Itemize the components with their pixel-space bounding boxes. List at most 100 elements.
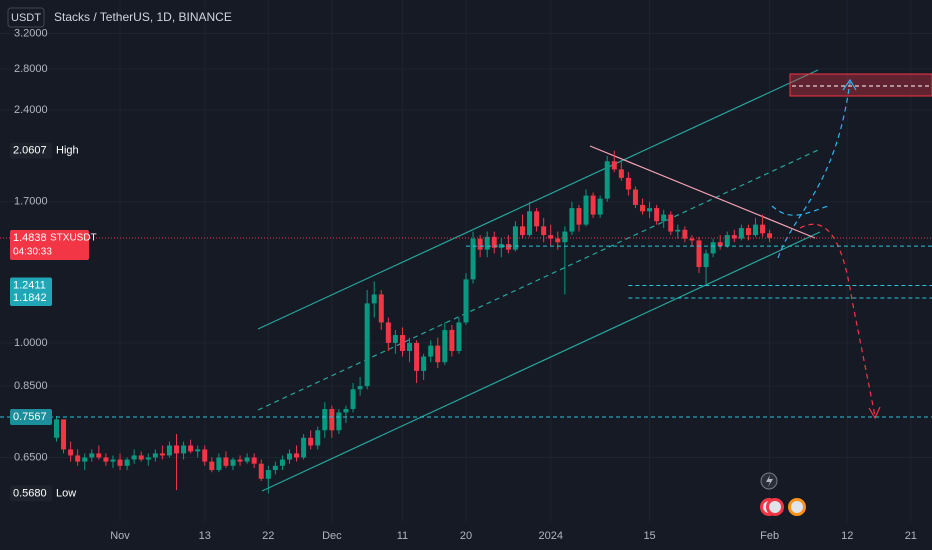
candle-body bbox=[329, 408, 335, 431]
event-icon-glyph bbox=[766, 475, 773, 487]
candle-body bbox=[272, 465, 278, 471]
candle-body bbox=[209, 461, 215, 471]
candle-body bbox=[611, 161, 617, 170]
level-label-box bbox=[10, 485, 52, 502]
y-tick-label: 1.7000 bbox=[14, 196, 48, 208]
candle-body bbox=[661, 214, 667, 222]
candle-body bbox=[117, 459, 123, 466]
x-tick-label: Feb bbox=[760, 530, 779, 542]
candle-body bbox=[279, 459, 285, 466]
candle-body bbox=[378, 294, 384, 323]
candle-body bbox=[477, 238, 483, 250]
y-tick-label: 0.8500 bbox=[14, 380, 48, 392]
candle-body bbox=[258, 463, 264, 479]
candle-body bbox=[534, 211, 540, 227]
candle-body bbox=[562, 231, 568, 243]
candles bbox=[53, 150, 773, 494]
candle-body bbox=[576, 208, 582, 225]
candle-body bbox=[371, 294, 377, 304]
candle-body bbox=[435, 345, 441, 363]
event-icon-inner bbox=[791, 501, 803, 513]
candle-body bbox=[174, 445, 180, 454]
candle-body bbox=[696, 240, 702, 268]
level-name: Low bbox=[56, 487, 76, 499]
candle-body bbox=[131, 455, 137, 460]
candle-body bbox=[336, 412, 342, 431]
level-label: 0.7567 bbox=[13, 411, 47, 423]
candle-body bbox=[223, 457, 229, 466]
x-tick-label: 13 bbox=[199, 530, 211, 542]
candle-body bbox=[731, 235, 737, 239]
level-label-box bbox=[10, 289, 52, 306]
event-icons bbox=[760, 472, 806, 516]
level-label: 1.2411 bbox=[13, 279, 46, 291]
bull-path-2 bbox=[771, 205, 829, 216]
candle-body bbox=[244, 457, 250, 462]
candle-body bbox=[689, 238, 695, 241]
candle-body bbox=[53, 419, 59, 438]
bull-path bbox=[777, 81, 851, 259]
currency-button[interactable] bbox=[7, 7, 45, 28]
candle-body bbox=[181, 445, 187, 454]
candle-body bbox=[745, 228, 751, 236]
candle-body bbox=[519, 226, 525, 236]
candle-body bbox=[152, 453, 158, 458]
candle-body bbox=[491, 236, 497, 248]
candle-body bbox=[103, 457, 109, 462]
y-tick-label: 0.6500 bbox=[14, 451, 48, 463]
currency: USDT bbox=[11, 12, 41, 24]
candle-body bbox=[315, 430, 321, 446]
candle-body bbox=[110, 459, 116, 462]
levels bbox=[0, 237, 932, 418]
candle-body bbox=[647, 208, 653, 212]
candle-body bbox=[216, 457, 222, 471]
y-tick-label: 2.4000 bbox=[14, 104, 48, 116]
last-price: 1.4838 bbox=[13, 232, 47, 244]
candle-body bbox=[188, 445, 194, 452]
x-tick-label: 11 bbox=[397, 530, 408, 542]
grid bbox=[0, 0, 932, 522]
candle-body bbox=[159, 453, 165, 456]
candle-body bbox=[166, 445, 172, 456]
candle-body bbox=[597, 198, 603, 215]
candle-body bbox=[322, 408, 328, 431]
candle-body bbox=[251, 457, 257, 464]
candle-body bbox=[618, 169, 624, 178]
candle-body bbox=[364, 303, 370, 387]
candle-body bbox=[357, 386, 363, 390]
candle-body bbox=[237, 459, 243, 462]
candle-body bbox=[527, 211, 533, 236]
candle-body bbox=[703, 253, 709, 268]
last-price-box bbox=[10, 229, 89, 260]
candle-body bbox=[456, 322, 462, 352]
x-tick-label: Dec bbox=[322, 530, 342, 542]
y-tick-label: 2.8000 bbox=[14, 63, 48, 75]
candle-body bbox=[68, 449, 74, 456]
countdown: 04:30:33 bbox=[13, 247, 52, 258]
candle-body bbox=[569, 208, 575, 232]
candle-body bbox=[343, 408, 349, 413]
level-name: High bbox=[56, 144, 79, 156]
candle-body bbox=[428, 345, 434, 357]
candle-body bbox=[625, 177, 631, 190]
x-tick-label: 12 bbox=[841, 530, 853, 542]
candle-body bbox=[590, 195, 596, 215]
candle-body bbox=[752, 224, 758, 236]
level-label: 2.0607 bbox=[13, 144, 47, 156]
candle-body bbox=[89, 453, 95, 458]
candle-body bbox=[632, 189, 638, 205]
y-tick-label: 3.2000 bbox=[14, 27, 48, 39]
x-tick-label: 21 bbox=[905, 530, 917, 542]
candle-body bbox=[385, 322, 391, 343]
candle-body bbox=[138, 455, 144, 460]
candle-body bbox=[640, 204, 646, 212]
channel-lower bbox=[261, 231, 821, 492]
channel-mid bbox=[257, 149, 819, 411]
level-label-box bbox=[10, 142, 52, 159]
candle-body bbox=[710, 242, 716, 254]
level-label: 1.1842 bbox=[13, 292, 47, 304]
last-price-name: STXUSDT bbox=[50, 233, 97, 244]
candle-body bbox=[442, 329, 448, 363]
candle-body bbox=[484, 236, 490, 250]
